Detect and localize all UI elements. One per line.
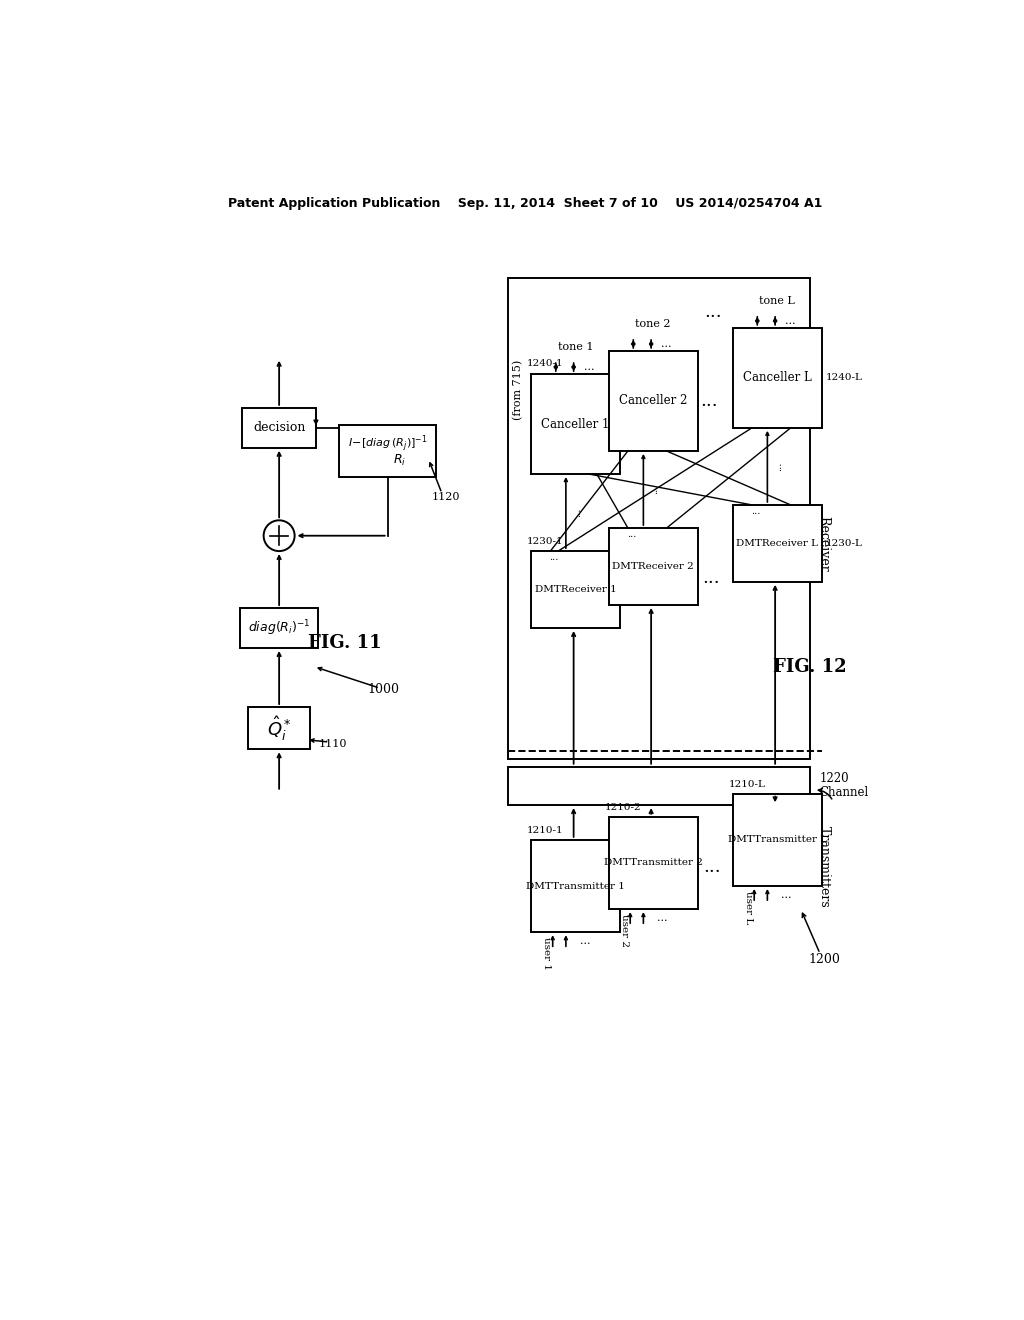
Text: user 1: user 1: [542, 937, 551, 970]
Bar: [608, 817, 697, 909]
Text: decision: decision: [253, 421, 305, 434]
Bar: [732, 506, 821, 582]
Bar: [508, 767, 810, 805]
Text: ...: ...: [705, 304, 722, 321]
Text: 1110: 1110: [319, 739, 347, 748]
Text: tone 2: tone 2: [635, 319, 671, 329]
Text: Canceller 2: Canceller 2: [618, 395, 687, 408]
Text: DMTTransmitter L: DMTTransmitter L: [727, 836, 826, 845]
Bar: [531, 840, 621, 932]
Text: ...: ...: [650, 484, 659, 494]
Text: ...: ...: [702, 569, 720, 587]
Text: ...: ...: [781, 890, 792, 899]
Bar: [248, 708, 310, 750]
Text: ...: ...: [700, 392, 718, 411]
Bar: [241, 609, 317, 648]
Text: ...: ...: [657, 912, 668, 923]
Text: $diag(R_i)^{-1}$: $diag(R_i)^{-1}$: [248, 618, 310, 638]
Text: FIG. 11: FIG. 11: [308, 635, 382, 652]
Text: Patent Application Publication    Sep. 11, 2014  Sheet 7 of 10    US 2014/025470: Patent Application Publication Sep. 11, …: [227, 197, 822, 210]
Text: ...: ...: [584, 362, 594, 372]
Text: ...: ...: [580, 936, 591, 945]
Text: ...: ...: [550, 553, 559, 562]
Text: tone 1: tone 1: [558, 342, 593, 352]
Text: Canceller L: Canceller L: [742, 371, 811, 384]
Bar: [339, 425, 436, 478]
Text: 1230-L: 1230-L: [825, 539, 862, 548]
Text: $I\!-\![diag\,(R_j)]^{-1}$: $I\!-\![diag\,(R_j)]^{-1}$: [348, 433, 427, 454]
Text: ...: ...: [774, 462, 783, 471]
Text: DMTReceiver 2: DMTReceiver 2: [612, 562, 694, 572]
Text: Transmitters: Transmitters: [817, 826, 830, 908]
Text: DMTTransmitter 2: DMTTransmitter 2: [603, 858, 702, 867]
Text: user 2: user 2: [620, 915, 629, 948]
Text: 1000: 1000: [368, 684, 399, 696]
Bar: [608, 351, 697, 451]
Text: 1210-2: 1210-2: [604, 803, 641, 812]
Text: 1210-1: 1210-1: [527, 826, 564, 836]
Text: ...: ...: [627, 529, 637, 539]
Text: ...: ...: [702, 858, 721, 875]
Text: ...: ...: [662, 339, 672, 348]
Bar: [531, 374, 621, 474]
Text: tone L: tone L: [759, 296, 795, 306]
Bar: [732, 793, 821, 886]
Text: $R_i$: $R_i$: [393, 453, 406, 467]
Text: DMTReceiver L: DMTReceiver L: [736, 539, 818, 548]
Bar: [531, 552, 621, 628]
Bar: [508, 277, 810, 759]
Bar: [243, 408, 316, 447]
Text: 1220: 1220: [819, 772, 849, 785]
Text: (from 715): (from 715): [513, 359, 523, 420]
Text: 1120: 1120: [431, 492, 460, 502]
Text: DMTReceiver 1: DMTReceiver 1: [535, 585, 616, 594]
Bar: [608, 528, 697, 605]
Text: DMTTransmitter 1: DMTTransmitter 1: [526, 882, 625, 891]
Text: ...: ...: [785, 315, 796, 326]
Text: Channel: Channel: [819, 785, 868, 799]
Text: Canceller 1: Canceller 1: [542, 417, 609, 430]
Text: user L: user L: [743, 891, 753, 924]
Text: Receiver: Receiver: [817, 516, 830, 572]
Text: ...: ...: [751, 507, 761, 516]
Text: 1210-L: 1210-L: [729, 780, 766, 789]
Text: 1240-1: 1240-1: [527, 359, 564, 368]
Text: FIG. 12: FIG. 12: [773, 657, 847, 676]
Bar: [732, 327, 821, 428]
Text: ...: ...: [573, 508, 582, 517]
Text: $\hat{Q}^*_i$: $\hat{Q}^*_i$: [267, 714, 292, 743]
Text: 1200: 1200: [808, 953, 840, 966]
Text: 1230-1: 1230-1: [527, 537, 564, 546]
Text: 1240-L: 1240-L: [825, 374, 862, 383]
